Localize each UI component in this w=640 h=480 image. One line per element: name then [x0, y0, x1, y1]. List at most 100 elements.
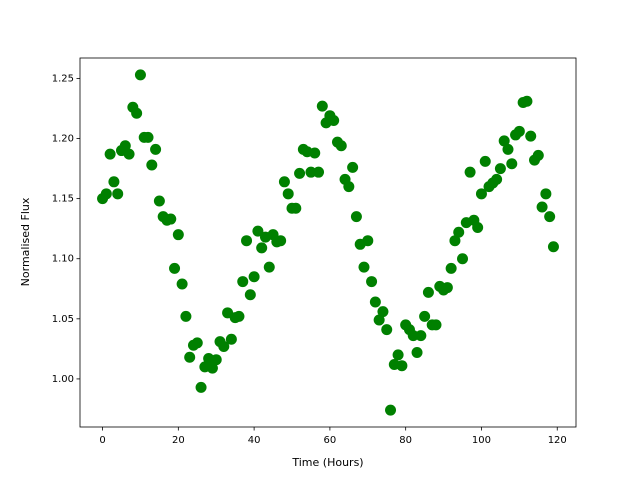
point	[540, 188, 552, 200]
point	[153, 195, 165, 207]
point	[206, 362, 218, 374]
x-tick-label: 100	[472, 435, 491, 446]
point	[169, 262, 181, 274]
point	[195, 381, 207, 393]
x-tick-label: 80	[399, 435, 412, 446]
point	[445, 262, 457, 274]
point	[313, 166, 325, 178]
point	[252, 225, 264, 237]
point	[184, 351, 196, 363]
point	[358, 261, 370, 273]
point	[502, 143, 514, 155]
point	[150, 143, 162, 155]
point	[142, 131, 154, 143]
point	[210, 354, 222, 366]
point	[536, 201, 548, 213]
point	[282, 188, 294, 200]
point	[335, 140, 347, 152]
point	[373, 314, 385, 326]
point	[248, 271, 260, 283]
point	[513, 125, 525, 137]
point	[544, 211, 556, 223]
point	[108, 176, 120, 188]
point	[362, 235, 374, 247]
point	[309, 147, 321, 159]
x-axis-label: Time (Hours)	[291, 456, 363, 469]
point	[263, 261, 275, 273]
point	[328, 115, 340, 127]
y-tick-label: 1.10	[52, 254, 74, 265]
point	[294, 167, 306, 179]
point	[278, 176, 290, 188]
x-tick-label: 20	[172, 435, 185, 446]
point	[377, 306, 389, 318]
y-tick-label: 1.05	[52, 314, 74, 325]
point	[547, 241, 559, 253]
point	[172, 229, 184, 241]
point	[381, 324, 393, 336]
point	[305, 166, 317, 178]
point	[347, 161, 359, 173]
point	[180, 310, 192, 322]
x-tick-label: 120	[548, 435, 567, 446]
point	[506, 158, 518, 170]
point	[498, 135, 510, 147]
x-tick-label: 0	[99, 435, 105, 446]
y-tick-label: 1.20	[52, 134, 74, 145]
y-tick-label: 1.15	[52, 194, 74, 205]
point	[521, 95, 533, 107]
point	[100, 188, 112, 200]
point	[165, 213, 177, 225]
point	[241, 235, 253, 247]
point	[290, 202, 302, 214]
point	[225, 333, 237, 345]
point	[233, 310, 245, 322]
point	[532, 149, 544, 161]
point	[453, 226, 465, 238]
point	[237, 276, 249, 288]
point	[479, 155, 491, 167]
point	[419, 310, 431, 322]
point	[112, 188, 124, 200]
point	[256, 242, 268, 254]
point	[441, 282, 453, 294]
point	[392, 349, 404, 361]
x-tick-label: 60	[324, 435, 337, 446]
point	[191, 337, 203, 349]
marks	[97, 69, 559, 416]
x-tick-label: 40	[248, 435, 261, 446]
point	[343, 181, 355, 193]
point	[457, 253, 469, 265]
point	[415, 330, 427, 342]
point	[218, 340, 230, 352]
point	[366, 276, 378, 288]
point	[525, 130, 537, 142]
axes-frame	[79, 57, 577, 428]
point	[350, 211, 362, 223]
y-axis-label: Normalised Flux	[19, 197, 32, 286]
point	[134, 69, 146, 81]
point	[472, 221, 484, 233]
point	[407, 330, 419, 342]
point	[123, 148, 135, 160]
point	[385, 404, 397, 416]
point	[491, 173, 503, 185]
point	[146, 159, 158, 171]
point	[176, 278, 188, 290]
point	[275, 235, 287, 247]
point	[369, 296, 381, 308]
y-tick-label: 1.00	[52, 374, 74, 385]
point	[494, 163, 506, 175]
point	[119, 140, 131, 152]
y-tick-label: 1.25	[52, 73, 74, 84]
point	[131, 107, 143, 119]
point	[464, 166, 476, 178]
point	[104, 148, 116, 160]
point	[316, 100, 328, 112]
point	[422, 286, 434, 298]
point	[430, 319, 442, 331]
point	[396, 360, 408, 372]
point	[449, 235, 461, 247]
point	[244, 289, 256, 301]
